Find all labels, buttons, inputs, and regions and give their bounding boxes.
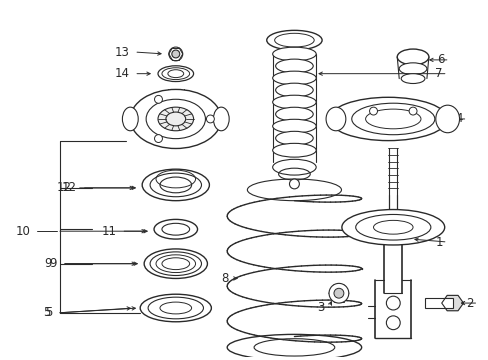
Ellipse shape: [398, 63, 426, 75]
Text: 6: 6: [436, 53, 444, 66]
Circle shape: [171, 50, 180, 58]
Text: 12: 12: [57, 181, 72, 194]
Text: 5: 5: [45, 306, 52, 319]
Text: 14: 14: [114, 67, 129, 80]
Circle shape: [206, 115, 214, 123]
Text: 8: 8: [221, 272, 228, 285]
Ellipse shape: [142, 169, 209, 201]
Ellipse shape: [275, 107, 313, 121]
Ellipse shape: [328, 97, 447, 141]
Text: 12: 12: [62, 181, 77, 194]
Ellipse shape: [272, 71, 316, 85]
Text: 5: 5: [43, 306, 50, 319]
Ellipse shape: [266, 30, 322, 50]
Ellipse shape: [144, 249, 207, 278]
Text: 3: 3: [316, 301, 324, 314]
Text: 7: 7: [434, 67, 442, 80]
Ellipse shape: [158, 66, 193, 82]
Circle shape: [386, 316, 399, 330]
Ellipse shape: [130, 89, 221, 148]
Circle shape: [386, 296, 399, 310]
Circle shape: [328, 283, 348, 303]
Ellipse shape: [272, 143, 316, 157]
Ellipse shape: [162, 68, 189, 80]
Circle shape: [168, 47, 183, 61]
Ellipse shape: [272, 95, 316, 109]
Ellipse shape: [272, 119, 316, 133]
Circle shape: [408, 107, 416, 115]
Text: 10: 10: [16, 225, 30, 238]
Text: 9: 9: [50, 257, 57, 270]
Text: 13: 13: [114, 45, 129, 59]
Text: 11: 11: [102, 225, 116, 238]
Ellipse shape: [140, 294, 211, 322]
Ellipse shape: [158, 107, 193, 131]
Polygon shape: [441, 296, 463, 311]
Circle shape: [154, 95, 162, 103]
Ellipse shape: [275, 131, 313, 145]
Ellipse shape: [275, 59, 313, 73]
Circle shape: [333, 288, 343, 298]
Ellipse shape: [275, 83, 313, 97]
Bar: [424, 298, 452, 308]
Circle shape: [369, 107, 377, 115]
Ellipse shape: [325, 107, 345, 131]
Ellipse shape: [150, 173, 201, 197]
Ellipse shape: [227, 334, 361, 360]
Text: 1: 1: [434, 235, 442, 248]
Ellipse shape: [272, 159, 316, 175]
Ellipse shape: [122, 107, 138, 131]
Ellipse shape: [435, 105, 459, 133]
Ellipse shape: [213, 107, 229, 131]
Ellipse shape: [341, 210, 444, 245]
Ellipse shape: [400, 74, 424, 84]
Circle shape: [154, 135, 162, 143]
Ellipse shape: [272, 47, 316, 61]
Ellipse shape: [154, 219, 197, 239]
Text: 2: 2: [465, 297, 472, 310]
Text: 9: 9: [44, 257, 52, 270]
Text: 4: 4: [454, 112, 462, 125]
Circle shape: [289, 179, 299, 189]
Ellipse shape: [396, 49, 428, 65]
